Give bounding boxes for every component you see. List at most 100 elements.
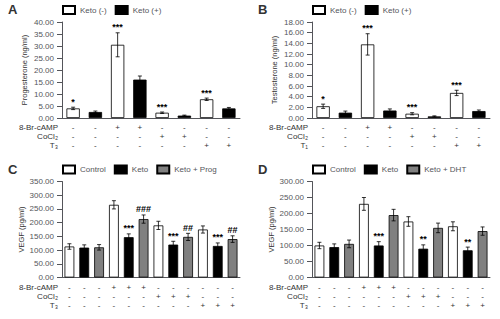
svg-text:***: *** xyxy=(123,223,134,233)
svg-text:Control: Control xyxy=(330,165,356,174)
svg-text:35.00: 35.00 xyxy=(34,30,55,39)
svg-text:T₃: T₃ xyxy=(50,141,58,150)
svg-text:***: *** xyxy=(373,231,384,241)
svg-text:12.00: 12.00 xyxy=(284,50,305,59)
svg-text:18.00: 18.00 xyxy=(284,18,305,27)
svg-text:T₃: T₃ xyxy=(300,301,308,310)
svg-text:+: + xyxy=(141,283,146,292)
svg-text:0.00: 0.00 xyxy=(38,273,54,282)
svg-text:+: + xyxy=(186,292,191,301)
svg-text:-: - xyxy=(322,141,325,150)
svg-text:4.00: 4.00 xyxy=(288,92,304,101)
svg-text:-: - xyxy=(68,283,71,292)
svg-text:+: + xyxy=(138,123,143,132)
svg-text:0.00: 0.00 xyxy=(288,114,304,123)
svg-text:-: - xyxy=(333,292,336,301)
svg-text:CoCl₂: CoCl₂ xyxy=(287,132,308,141)
svg-text:-: - xyxy=(333,283,336,292)
svg-text:+: + xyxy=(454,141,459,150)
svg-text:+: + xyxy=(171,292,176,301)
svg-text:***: *** xyxy=(212,232,223,242)
svg-text:***: *** xyxy=(112,22,123,32)
svg-text:+: + xyxy=(465,301,470,310)
svg-text:-: - xyxy=(228,132,231,141)
svg-text:14.00: 14.00 xyxy=(284,39,305,48)
svg-text:-: - xyxy=(478,132,481,141)
svg-text:300.00: 300.00 xyxy=(280,177,305,186)
svg-text:T₃: T₃ xyxy=(50,301,58,310)
svg-text:250.00: 250.00 xyxy=(280,193,305,202)
svg-text:-: - xyxy=(466,292,469,301)
svg-text:+: + xyxy=(204,141,209,150)
svg-text:-: - xyxy=(187,301,190,310)
svg-text:-: - xyxy=(216,283,219,292)
svg-text:-: - xyxy=(94,123,97,132)
svg-text:-: - xyxy=(142,301,145,310)
svg-text:-: - xyxy=(139,141,142,150)
svg-text:+: + xyxy=(227,141,232,150)
svg-text:*: * xyxy=(71,97,75,107)
svg-text:-: - xyxy=(94,132,97,141)
svg-text:+: + xyxy=(451,301,456,310)
svg-text:CoCl₂: CoCl₂ xyxy=(37,132,58,141)
svg-text:-: - xyxy=(116,132,119,141)
svg-text:-: - xyxy=(161,141,164,150)
svg-text:-: - xyxy=(333,301,336,310)
svg-text:-: - xyxy=(68,292,71,301)
svg-text:0.00: 0.00 xyxy=(38,114,54,123)
svg-text:***: *** xyxy=(201,88,212,98)
svg-text:-: - xyxy=(481,292,484,301)
svg-text:Keto (-): Keto (-) xyxy=(330,6,357,15)
svg-text:20.00: 20.00 xyxy=(34,66,55,75)
svg-text:8-Br-cAMP: 8-Br-cAMP xyxy=(19,123,58,132)
svg-text:-: - xyxy=(172,301,175,310)
svg-text:-: - xyxy=(202,292,205,301)
svg-text:-: - xyxy=(377,301,380,310)
svg-text:-: - xyxy=(113,301,116,310)
svg-text:+: + xyxy=(115,123,120,132)
svg-text:-: - xyxy=(411,141,414,150)
svg-text:***: *** xyxy=(407,102,418,112)
svg-text:+: + xyxy=(126,283,131,292)
svg-text:Control: Control xyxy=(80,165,106,174)
svg-text:-: - xyxy=(116,141,119,150)
svg-text:-: - xyxy=(83,292,86,301)
svg-text:-: - xyxy=(363,301,366,310)
svg-text:+: + xyxy=(182,132,187,141)
svg-text:-: - xyxy=(98,292,101,301)
svg-text:-: - xyxy=(94,141,97,150)
svg-text:+: + xyxy=(436,292,441,301)
svg-text:-: - xyxy=(157,283,160,292)
svg-text:Keto: Keto xyxy=(382,165,399,174)
svg-text:-: - xyxy=(98,283,101,292)
svg-text:***: *** xyxy=(451,80,462,90)
svg-text:-: - xyxy=(83,283,86,292)
svg-text:-: - xyxy=(455,132,458,141)
svg-text:+: + xyxy=(410,132,415,141)
svg-text:-: - xyxy=(183,123,186,132)
svg-text:200.00: 200.00 xyxy=(30,218,55,227)
svg-text:-: - xyxy=(433,141,436,150)
svg-text:250.00: 250.00 xyxy=(30,204,55,213)
svg-text:Keto + Prog: Keto + Prog xyxy=(174,165,216,174)
svg-text:+: + xyxy=(230,301,235,310)
svg-text:-: - xyxy=(142,292,145,301)
svg-text:10.00: 10.00 xyxy=(34,90,55,99)
svg-text:+: + xyxy=(480,301,485,310)
svg-text:-: - xyxy=(344,123,347,132)
svg-text:Testosterone (ng/ml): Testosterone (ng/ml) xyxy=(270,35,279,104)
svg-text:-: - xyxy=(127,301,130,310)
svg-text:-: - xyxy=(72,123,75,132)
svg-text:+: + xyxy=(365,123,370,132)
svg-text:+: + xyxy=(406,292,411,301)
svg-text:-: - xyxy=(437,301,440,310)
svg-text:-: - xyxy=(389,141,392,150)
svg-text:150.00: 150.00 xyxy=(30,232,55,241)
svg-text:***: *** xyxy=(168,231,179,241)
svg-text:5.00: 5.00 xyxy=(38,102,54,111)
svg-text:40.00: 40.00 xyxy=(34,18,55,27)
svg-text:-: - xyxy=(318,283,321,292)
svg-text:-: - xyxy=(183,141,186,150)
svg-text:-: - xyxy=(348,301,351,310)
svg-text:+: + xyxy=(112,283,117,292)
